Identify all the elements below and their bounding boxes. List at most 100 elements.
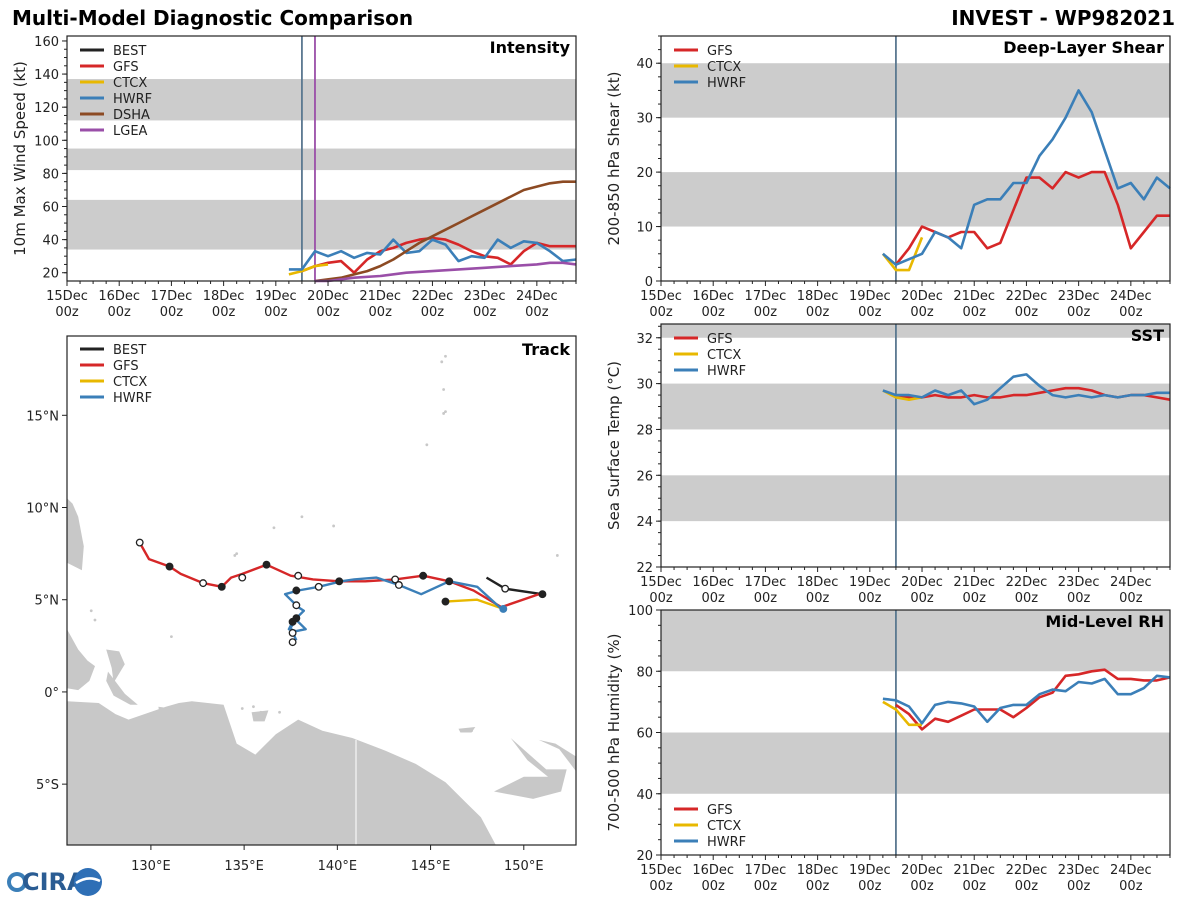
y-tick-label: 40 — [636, 788, 653, 803]
x-tick-label-date: 22Dec — [412, 289, 454, 304]
x-tick-label-date: 23Dec — [464, 289, 506, 304]
land-polygon — [538, 739, 576, 772]
land-polygon — [158, 706, 176, 720]
x-tick-label-date: 24Dec — [1110, 575, 1152, 590]
legend-label-gfs: GFS — [707, 44, 733, 59]
track-line-gfs — [138, 542, 540, 609]
legend-label-hwrf: HWRF — [707, 76, 746, 91]
track-position-marker — [238, 573, 247, 582]
x-tick-label-hour: 00z — [702, 305, 726, 320]
x-tick-label-date: 20Dec — [901, 575, 943, 590]
track-line-best — [485, 576, 543, 596]
x-tick-label-hour: 00z — [649, 305, 673, 320]
x-tick-label-hour: 00z — [1119, 591, 1143, 606]
y-tick-label: 22 — [636, 561, 653, 576]
series-line-ctcx — [288, 263, 329, 276]
logo-swoosh — [75, 877, 101, 885]
land-masses — [67, 354, 576, 883]
island-dot — [300, 515, 304, 519]
track-position-marker — [294, 571, 303, 580]
panel-title: SST — [1131, 326, 1164, 345]
x-tick-label-date: 18Dec — [797, 863, 839, 878]
x-tick-label-hour: 00z — [754, 879, 778, 894]
legend-label-ctcx: CTCX — [707, 348, 741, 363]
sst-panel: 22242628303215Dec00z16Dec00z17Dec00z18De… — [605, 323, 1171, 606]
x-tick-label-hour: 00z — [858, 305, 882, 320]
x-tick-label-hour: 00z — [649, 879, 673, 894]
island-dot — [425, 443, 429, 447]
land-polygon — [83, 747, 120, 766]
legend-label-lgea: LGEA — [113, 124, 148, 139]
island-dot — [530, 880, 533, 883]
y-tick-label: 20 — [42, 267, 59, 282]
track-position-marker — [501, 584, 510, 593]
x-tick-label-date: 21Dec — [953, 863, 995, 878]
latitude-label: 0° — [44, 686, 59, 701]
x-tick-label-hour: 00z — [421, 305, 445, 320]
x-tick-label-date: 18Dec — [797, 289, 839, 304]
x-tick-label-date: 17Dec — [745, 863, 787, 878]
x-tick-label-date: 20Dec — [307, 289, 349, 304]
x-tick-label-date: 24Dec — [1110, 289, 1152, 304]
x-tick-label-hour: 00z — [910, 305, 934, 320]
x-tick-label-hour: 00z — [55, 305, 79, 320]
x-tick-label-hour: 00z — [963, 305, 987, 320]
figure-title: Multi-Model Diagnostic Comparison — [12, 6, 413, 30]
y-tick-label: 32 — [636, 332, 653, 347]
y-tick-label: 100 — [34, 134, 59, 149]
y-tick-label: 30 — [636, 112, 653, 127]
panel-title: Track — [522, 340, 570, 359]
island-dot — [470, 729, 473, 733]
island-dot — [93, 618, 97, 622]
land-polygon — [106, 649, 125, 683]
x-tick-label-hour: 00z — [473, 305, 497, 320]
latitude-label: 10°N — [26, 502, 59, 517]
longitude-label: 140°E — [318, 859, 358, 874]
shaded-band — [661, 732, 1170, 794]
x-tick-label-date: 15Dec — [640, 575, 682, 590]
latitude-label: 5°S — [36, 778, 59, 793]
island-dot — [278, 710, 281, 714]
x-tick-label-date: 20Dec — [901, 863, 943, 878]
land-polygon — [494, 738, 567, 799]
track-position-marker — [445, 577, 454, 586]
y-tick-label: 100 — [628, 604, 653, 619]
x-tick-label-hour: 00z — [806, 879, 830, 894]
land-polygon — [67, 498, 84, 571]
legend-label-ctcx: CTCX — [707, 819, 741, 834]
x-tick-label-date: 16Dec — [98, 289, 140, 304]
x-tick-label-hour: 00z — [369, 305, 393, 320]
track-position-marker — [288, 638, 297, 647]
x-tick-label-date: 15Dec — [640, 289, 682, 304]
shaded-band — [661, 610, 1170, 672]
x-tick-label-hour: 00z — [649, 591, 673, 606]
x-tick-label-date: 19Dec — [849, 863, 891, 878]
series-line-gfs — [301, 236, 576, 275]
y-tick-label: 30 — [636, 378, 653, 393]
x-tick-label-date: 19Dec — [849, 289, 891, 304]
legend-label-best: BEST — [113, 343, 146, 358]
shaded-band — [661, 383, 1170, 430]
x-tick-label-hour: 00z — [1067, 305, 1091, 320]
track-position-marker — [288, 628, 297, 637]
island-dot — [155, 727, 158, 731]
longitude-label: 145°E — [411, 859, 451, 874]
y-tick-label: 120 — [34, 101, 59, 116]
legend-label-gfs: GFS — [707, 332, 733, 347]
legend-label-ctcx: CTCX — [707, 60, 741, 75]
series-line-ctcx — [881, 236, 924, 272]
x-tick-label-hour: 00z — [1119, 879, 1143, 894]
island-dot — [235, 552, 239, 556]
logo-globe-icon — [74, 868, 102, 896]
track-position-marker — [419, 571, 428, 580]
x-tick-label-date: 22Dec — [1006, 863, 1048, 878]
track-line-hwrf — [283, 576, 503, 641]
y-tick-label: 80 — [636, 665, 653, 680]
x-tick-label-date: 19Dec — [849, 575, 891, 590]
shaded-band — [661, 172, 1170, 227]
land-polygon — [227, 791, 243, 820]
x-tick-label-date: 21Dec — [953, 575, 995, 590]
x-tick-label-hour: 00z — [212, 305, 236, 320]
x-tick-label-date: 15Dec — [640, 863, 682, 878]
